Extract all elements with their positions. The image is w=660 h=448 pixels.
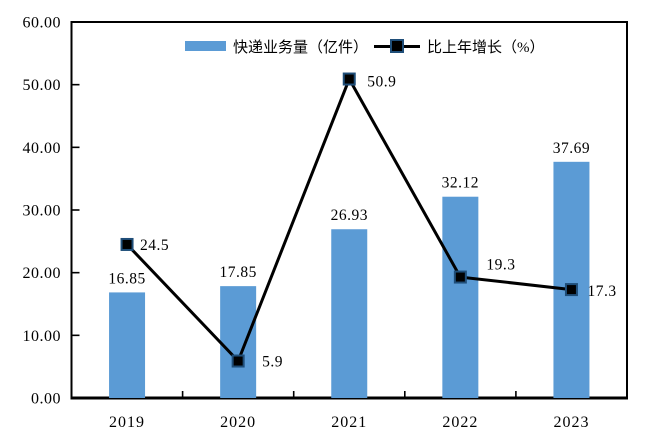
line-legend-label: 比上年增长（%） — [427, 39, 545, 56]
y-tick-label: 10.00 — [23, 328, 62, 345]
bar — [553, 161, 590, 398]
legend-item-bar: 快递业务量（亿件） — [185, 36, 368, 56]
x-axis-label: 2019 — [109, 414, 145, 431]
line-legend-marker-icon — [390, 38, 404, 53]
bar — [331, 229, 368, 398]
y-tick-label: 50.00 — [23, 77, 62, 94]
legend-item-line: 比上年增长（%） — [374, 36, 545, 56]
bar-value-label: 17.85 — [219, 264, 256, 281]
line-marker-icon — [453, 270, 467, 284]
line-value-label: 19.3 — [486, 257, 515, 274]
y-tick-label: 20.00 — [23, 265, 62, 282]
line-marker-icon — [342, 72, 356, 86]
y-tick-label: 40.00 — [23, 140, 62, 157]
line-marker-icon — [231, 354, 245, 368]
y-tick-label: 30.00 — [23, 203, 62, 220]
bar-legend-label: 快递业务量（亿件） — [233, 39, 369, 56]
line-value-label: 50.9 — [367, 74, 396, 91]
line-value-label: 5.9 — [262, 354, 283, 371]
bar-legend-swatch — [185, 41, 226, 51]
bar-value-label: 16.85 — [108, 270, 145, 287]
x-axis-label: 2022 — [442, 414, 478, 431]
x-axis-label: 2020 — [220, 414, 256, 431]
x-axis-label: 2021 — [331, 414, 367, 431]
line-marker-icon — [120, 237, 134, 251]
bar — [442, 196, 479, 398]
line-value-label: 17.3 — [587, 283, 616, 300]
bar — [220, 286, 257, 398]
bar — [109, 292, 146, 398]
bar-value-label: 37.69 — [553, 140, 590, 157]
y-tick-label: 0.00 — [31, 391, 61, 408]
line-value-label: 24.5 — [140, 237, 169, 254]
bar-value-label: 26.93 — [331, 207, 368, 224]
y-tick-label: 60.00 — [23, 15, 62, 32]
x-axis-label: 2023 — [553, 414, 589, 431]
line-marker-icon — [564, 283, 578, 297]
bar-value-label: 32.12 — [442, 175, 479, 192]
line-legend-swatch — [374, 38, 420, 54]
